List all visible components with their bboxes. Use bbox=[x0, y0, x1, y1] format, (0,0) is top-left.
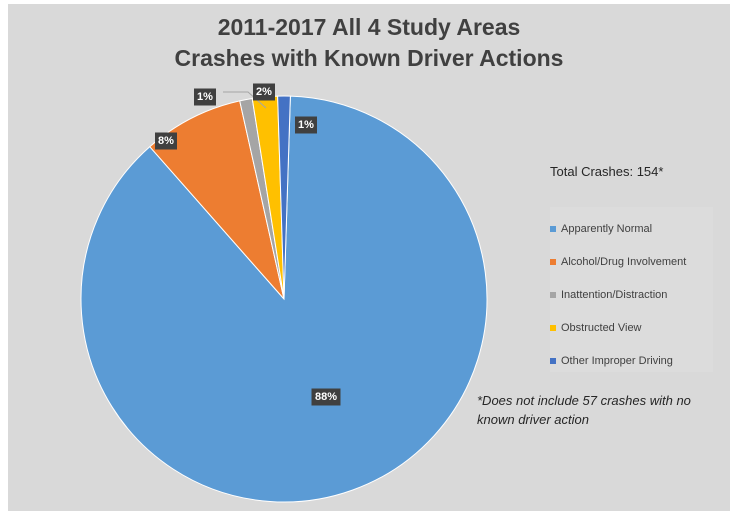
total-crashes-label: Total Crashes: 154* bbox=[550, 164, 664, 179]
legend-item-obstructed-view: Obstructed View bbox=[550, 320, 642, 336]
footnote: *Does not include 57 crashes with no kno… bbox=[477, 393, 691, 427]
data-label-inattention-distraction: 1% bbox=[194, 88, 216, 106]
legend-item-inattention-distraction: Inattention/Distraction bbox=[550, 287, 667, 303]
legend-item-alcohol-drug: Alcohol/Drug Involvement bbox=[550, 254, 686, 270]
legend-swatch bbox=[550, 259, 556, 265]
svg-text:8%: 8% bbox=[158, 135, 174, 147]
chart-title-line-2: Crashes with Known Driver Actions bbox=[174, 45, 564, 71]
svg-text:88%: 88% bbox=[315, 391, 337, 403]
legend-label: Other Improper Driving bbox=[561, 355, 673, 367]
chart-title: 2011-2017 All 4 Study Areas Crashes with… bbox=[8, 12, 730, 74]
legend-item-other-improper-driving: Other Improper Driving bbox=[550, 353, 673, 369]
svg-text:1%: 1% bbox=[298, 119, 314, 131]
legend-item-apparently-normal: Apparently Normal bbox=[550, 221, 652, 237]
data-label-apparently-normal: 88% bbox=[311, 388, 341, 406]
legend-label: Obstructed View bbox=[561, 322, 642, 334]
legend-label: Inattention/Distraction bbox=[561, 289, 668, 301]
legend-label: Alcohol/Drug Involvement bbox=[561, 256, 687, 268]
legend-label: Apparently Normal bbox=[561, 223, 653, 235]
chart-title-line-1: 2011-2017 All 4 Study Areas bbox=[217, 14, 521, 40]
legend-swatch bbox=[550, 358, 556, 364]
data-label-alcohol-drug: 8% bbox=[155, 132, 177, 150]
chart-area: 2011-2017 All 4 Study Areas Crashes with… bbox=[8, 4, 730, 511]
data-label-obstructed-view: 2% bbox=[253, 83, 275, 101]
legend-swatch bbox=[550, 325, 556, 331]
chart-legend: Apparently Normal Alcohol/Drug Involvemen… bbox=[550, 207, 713, 372]
legend-swatch bbox=[550, 226, 556, 232]
data-label-other-improper-driving: 1% bbox=[295, 116, 317, 134]
pie-slice-other-improper-driving bbox=[277, 95, 291, 300]
leader-line bbox=[223, 91, 267, 109]
legend-swatch bbox=[550, 292, 556, 298]
pie-chart: 88% 8% 1% 2% 1% bbox=[80, 83, 488, 503]
svg-text:2%: 2% bbox=[256, 86, 272, 98]
svg-text:1%: 1% bbox=[197, 91, 213, 103]
